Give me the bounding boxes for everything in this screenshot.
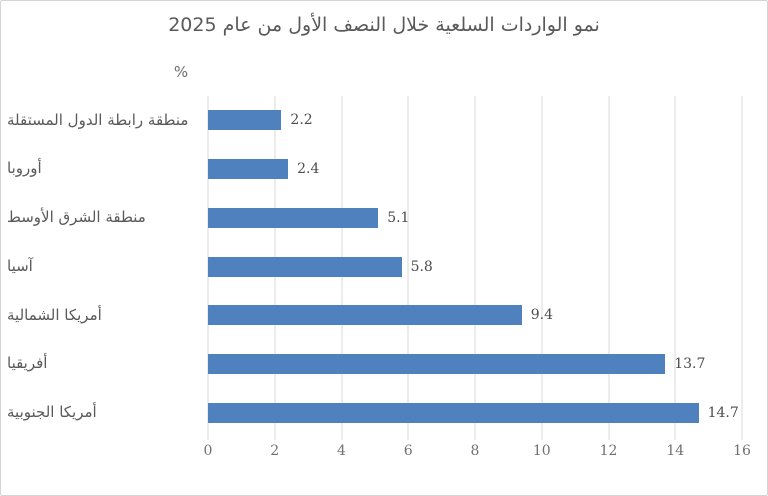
x-tick-label: 14 <box>666 443 685 459</box>
x-tick-label: 12 <box>599 443 618 459</box>
bar-row: 13.7 <box>208 340 742 389</box>
category-label: منطقة رابطة الدول المستقلة <box>7 110 189 129</box>
data-label: 13.7 <box>674 355 706 372</box>
data-label: 2.4 <box>297 161 320 178</box>
bar-row: 2.2 <box>208 96 742 145</box>
bar-row: 14.7 <box>208 388 742 437</box>
data-label: 5.8 <box>410 258 433 275</box>
bar-row: 5.8 <box>208 242 742 291</box>
category-label: أفريقيا <box>7 354 48 373</box>
data-label: 9.4 <box>530 307 553 324</box>
data-label: 5.1 <box>387 209 410 226</box>
category-label: أمريكا الشمالية <box>7 305 102 324</box>
gridline <box>608 96 609 440</box>
x-axis: 0 2 4 6 8 10 12 14 16 <box>204 443 751 463</box>
data-label: 14.7 <box>707 404 739 421</box>
bar[interactable] <box>208 402 699 423</box>
gridline <box>541 96 543 440</box>
x-tick-label: 2 <box>270 443 280 459</box>
bar-row: 2.4 <box>208 145 742 194</box>
category-label: أمريكا الجنوبية <box>7 403 97 422</box>
x-tick-label: 6 <box>403 443 413 459</box>
x-tick-label: 16 <box>733 443 751 459</box>
data-label: 2.2 <box>290 112 313 129</box>
x-tick-label: 0 <box>203 443 213 459</box>
gridline <box>407 96 409 440</box>
bar[interactable] <box>208 353 666 374</box>
bar[interactable] <box>208 159 289 180</box>
plot-area: 2.2 2.4 5.1 5.8 9.4 13.7 14.7 <box>207 96 743 440</box>
bars-layer: 2.2 2.4 5.1 5.8 9.4 13.7 14.7 <box>208 96 742 437</box>
category-label: آسيا <box>7 256 33 275</box>
bar[interactable] <box>208 305 522 326</box>
category-label: أوروبا <box>7 159 42 178</box>
category-label: منطقة الشرق الأوسط <box>7 208 146 227</box>
x-tick-label: 10 <box>532 443 551 459</box>
category-axis: منطقة رابطة الدول المستقلة أوروبا منطقة ال… <box>7 96 197 437</box>
chart-title: نمو الواردات السلعية خلال النصف الأول من… <box>168 14 600 36</box>
bar[interactable] <box>208 207 379 228</box>
gridline <box>674 96 676 440</box>
y-axis-unit-label: % <box>173 63 189 81</box>
gridline <box>741 96 743 440</box>
x-tick-label: 8 <box>470 443 480 459</box>
bar-row: 9.4 <box>208 291 742 340</box>
x-tick-label: 4 <box>337 443 346 459</box>
bar-row: 5.1 <box>208 193 742 242</box>
bar[interactable] <box>208 256 402 277</box>
bar[interactable] <box>208 110 282 131</box>
gridline <box>474 96 476 440</box>
